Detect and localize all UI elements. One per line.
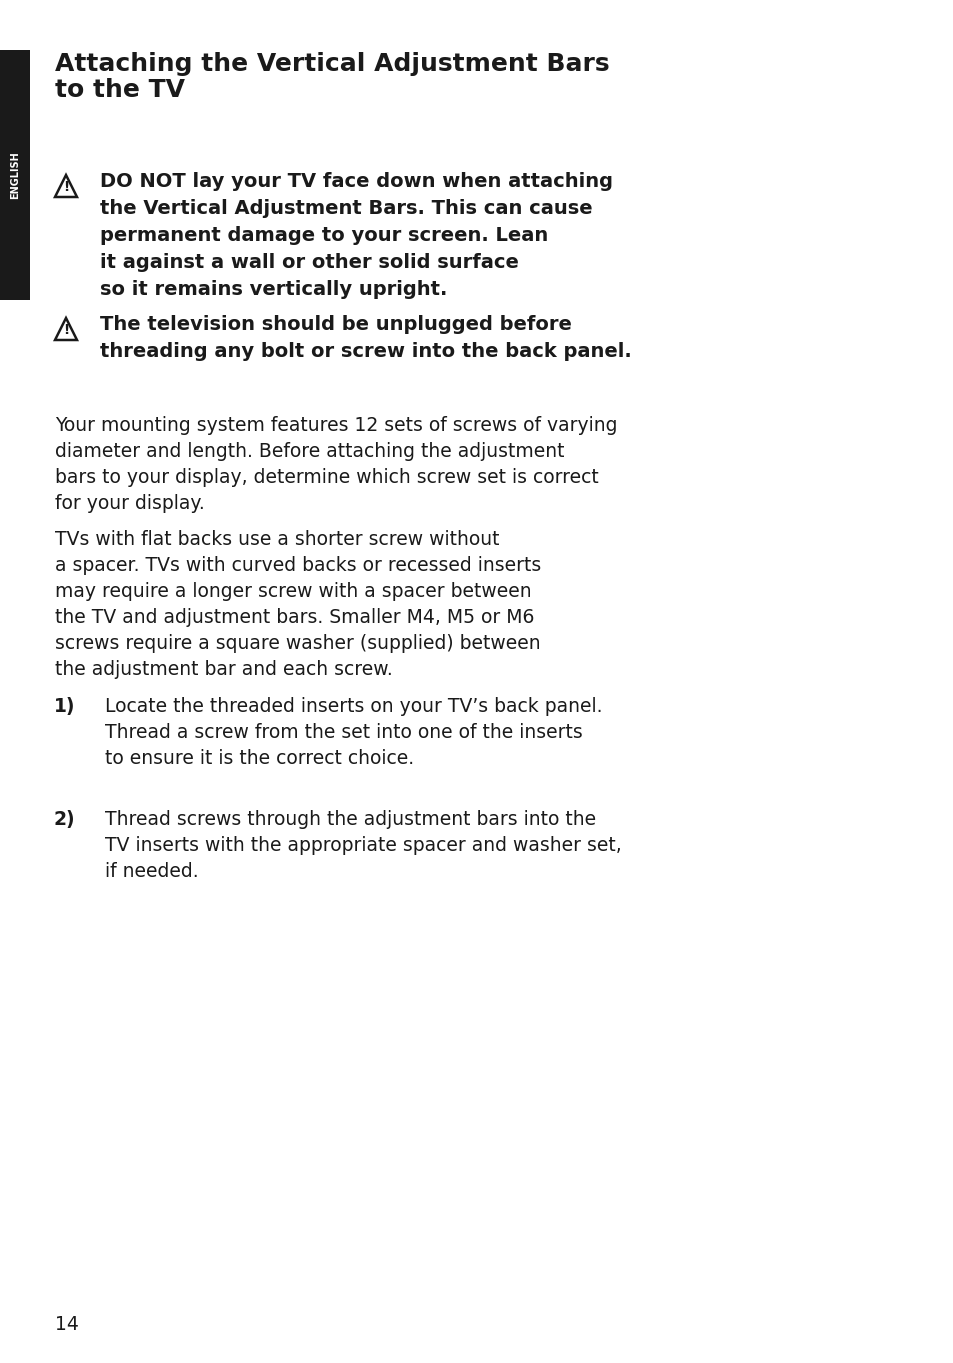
Bar — [0, 50, 30, 300]
Text: Thread screws through the adjustment bars into the: Thread screws through the adjustment bar… — [105, 810, 596, 829]
Text: ENGLISH: ENGLISH — [10, 151, 20, 199]
Text: to the TV: to the TV — [55, 78, 185, 102]
Text: Thread a screw from the set into one of the inserts: Thread a screw from the set into one of … — [105, 722, 582, 741]
Text: TV inserts with the appropriate spacer and washer set,: TV inserts with the appropriate spacer a… — [105, 836, 621, 855]
Text: it against a wall or other solid surface: it against a wall or other solid surface — [100, 254, 518, 273]
Text: 1): 1) — [53, 696, 75, 716]
Text: a spacer. TVs with curved backs or recessed inserts: a spacer. TVs with curved backs or reces… — [55, 556, 540, 575]
Text: the adjustment bar and each screw.: the adjustment bar and each screw. — [55, 660, 393, 679]
Text: permanent damage to your screen. Lean: permanent damage to your screen. Lean — [100, 226, 548, 245]
Text: threading any bolt or screw into the back panel.: threading any bolt or screw into the bac… — [100, 342, 631, 361]
Text: to ensure it is the correct choice.: to ensure it is the correct choice. — [105, 750, 414, 767]
Text: bars to your display, determine which screw set is correct: bars to your display, determine which sc… — [55, 468, 598, 487]
Text: 2): 2) — [53, 810, 75, 829]
Text: Locate the threaded inserts on your TV’s back panel.: Locate the threaded inserts on your TV’s… — [105, 696, 602, 716]
Text: !: ! — [63, 180, 69, 194]
Text: if needed.: if needed. — [105, 861, 198, 880]
Text: !: ! — [63, 323, 69, 337]
Text: the TV and adjustment bars. Smaller M4, M5 or M6: the TV and adjustment bars. Smaller M4, … — [55, 608, 534, 627]
Text: The television should be unplugged before: The television should be unplugged befor… — [100, 315, 571, 334]
Text: diameter and length. Before attaching the adjustment: diameter and length. Before attaching th… — [55, 442, 564, 461]
Text: so it remains vertically upright.: so it remains vertically upright. — [100, 279, 447, 298]
Text: for your display.: for your display. — [55, 493, 205, 512]
Text: 14: 14 — [55, 1315, 79, 1334]
Text: may require a longer screw with a spacer between: may require a longer screw with a spacer… — [55, 582, 531, 601]
Text: Your mounting system features 12 sets of screws of varying: Your mounting system features 12 sets of… — [55, 416, 617, 435]
Text: the Vertical Adjustment Bars. This can cause: the Vertical Adjustment Bars. This can c… — [100, 199, 592, 218]
Text: screws require a square washer (supplied) between: screws require a square washer (supplied… — [55, 634, 540, 653]
Text: TVs with flat backs use a shorter screw without: TVs with flat backs use a shorter screw … — [55, 530, 499, 549]
Text: Attaching the Vertical Adjustment Bars: Attaching the Vertical Adjustment Bars — [55, 52, 609, 76]
Text: DO NOT lay your TV face down when attaching: DO NOT lay your TV face down when attach… — [100, 172, 613, 191]
